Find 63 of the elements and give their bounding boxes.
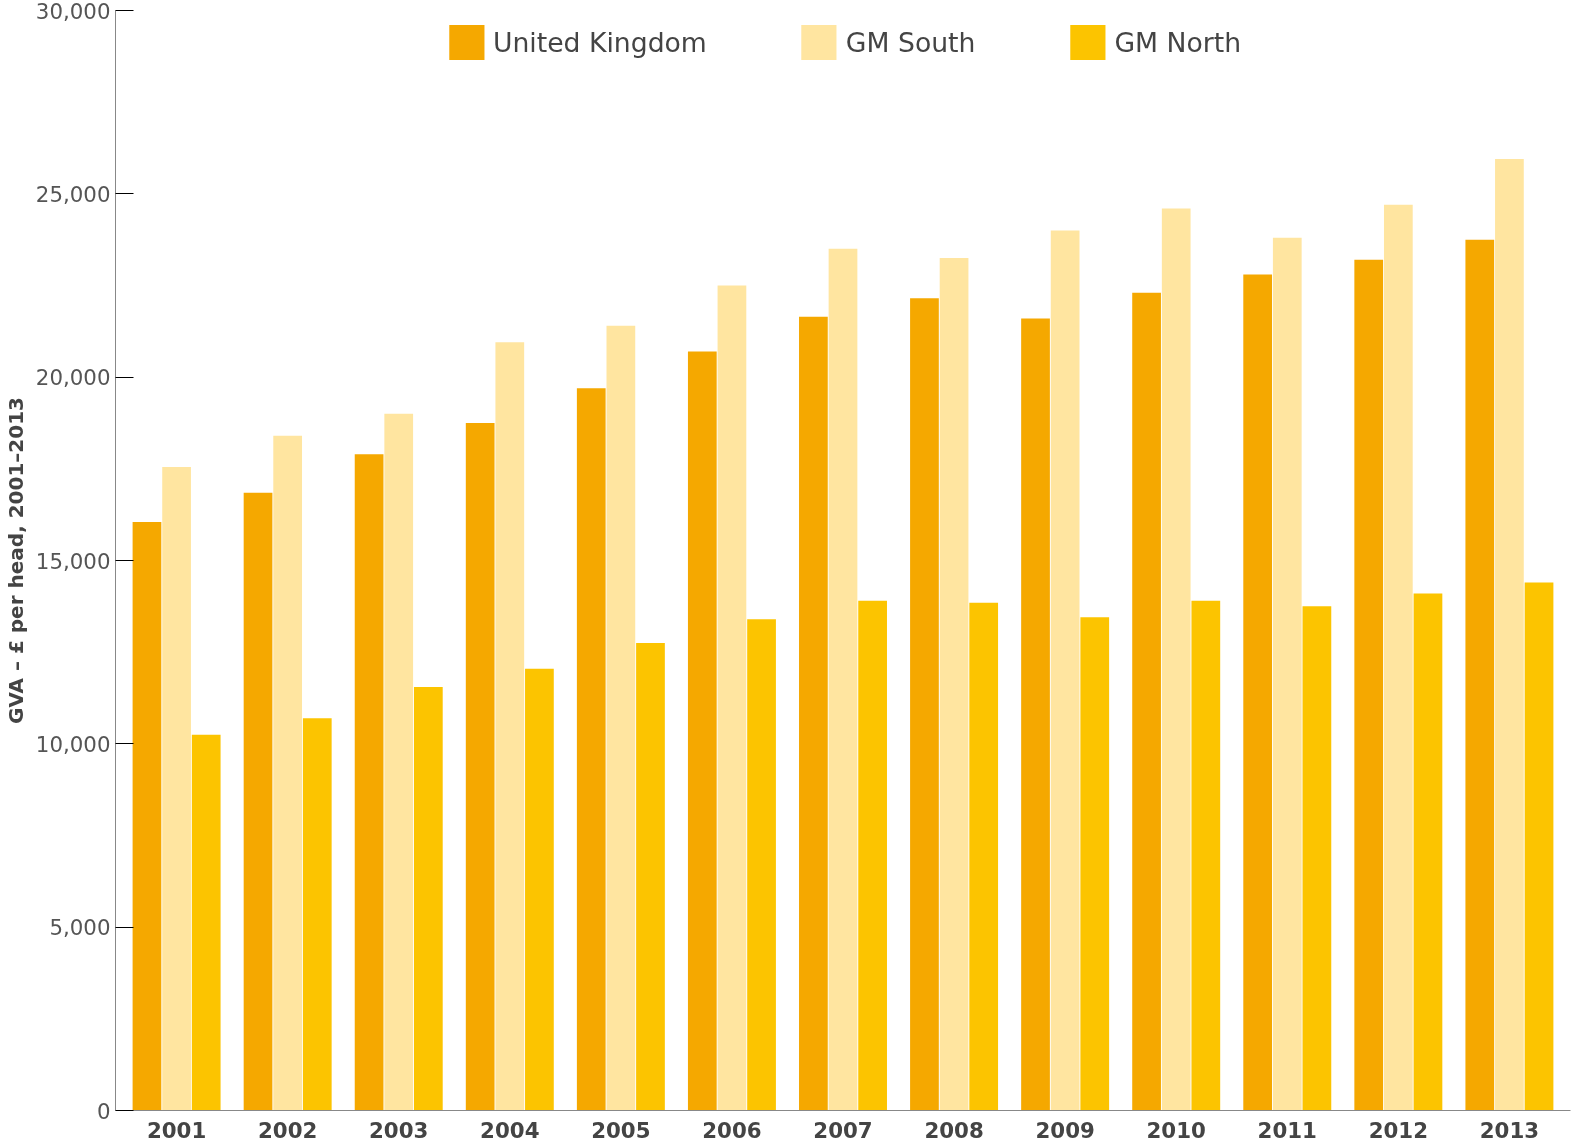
- bar: [243, 492, 273, 1111]
- legend-label: GM South: [845, 26, 976, 58]
- bar: [1524, 582, 1554, 1111]
- bar: [1302, 606, 1332, 1111]
- bar: [910, 298, 939, 1111]
- x-tick-label: 2003: [369, 1117, 429, 1143]
- bar: [495, 342, 525, 1111]
- y-tick-label: 25,000: [35, 181, 111, 207]
- x-tick-label: 2008: [924, 1117, 984, 1143]
- bar: [1383, 204, 1413, 1111]
- legend-label: GM North: [1114, 26, 1242, 58]
- bar: [747, 619, 776, 1111]
- bar: [1272, 237, 1302, 1111]
- bar: [1132, 292, 1161, 1111]
- bar: [606, 325, 636, 1111]
- x-tick-label: 2012: [1368, 1117, 1429, 1143]
- bar: [939, 258, 969, 1111]
- bar: [1021, 318, 1050, 1111]
- y-tick-label: 0: [96, 1098, 111, 1124]
- x-tick-label: 2007: [813, 1117, 873, 1143]
- bar: [1495, 159, 1524, 1111]
- bar: [858, 600, 887, 1111]
- x-tick-label: 2001: [146, 1117, 207, 1143]
- x-tick-label: 2002: [257, 1117, 318, 1143]
- y-tick-label: 15,000: [35, 548, 111, 574]
- bar: [636, 643, 665, 1111]
- x-tick-label: 2013: [1479, 1117, 1540, 1143]
- bar: [273, 435, 303, 1111]
- bar: [354, 454, 384, 1111]
- bar: [384, 413, 414, 1111]
- bar: [828, 248, 858, 1111]
- x-tick-label: 2006: [702, 1117, 762, 1143]
- y-tick-label: 10,000: [35, 731, 111, 757]
- bar: [302, 718, 332, 1111]
- bar: [525, 668, 554, 1111]
- y-tick-label: 30,000: [35, 0, 111, 24]
- bar: [465, 423, 495, 1111]
- x-tick-label: 2004: [480, 1117, 540, 1143]
- bar: [132, 522, 162, 1111]
- bar: [1080, 617, 1110, 1111]
- bar: [1161, 208, 1191, 1111]
- bar: [576, 388, 606, 1111]
- x-tick-label: 2009: [1035, 1117, 1095, 1143]
- bar: [1354, 259, 1384, 1111]
- x-tick-label: 2011: [1257, 1117, 1317, 1143]
- bar: [1243, 274, 1273, 1111]
- bar: [162, 467, 191, 1111]
- y-tick-label: 20,000: [35, 365, 111, 391]
- bar: [1465, 239, 1495, 1111]
- bar: [687, 351, 717, 1111]
- y-axis-title: GVA – £ per head, 2001–2013: [3, 396, 28, 725]
- legend-label: United Kingdom: [492, 26, 707, 58]
- x-tick-label: 2005: [591, 1117, 651, 1143]
- bar: [1050, 230, 1080, 1111]
- bar: [413, 687, 443, 1111]
- bar: [1413, 593, 1443, 1111]
- bar: [191, 734, 221, 1111]
- bar: [799, 316, 828, 1111]
- y-tick-label: 5,000: [49, 915, 111, 941]
- bar: [1191, 600, 1221, 1111]
- x-tick-label: 2010: [1146, 1117, 1206, 1143]
- bar: [717, 285, 747, 1111]
- bar: [969, 602, 999, 1111]
